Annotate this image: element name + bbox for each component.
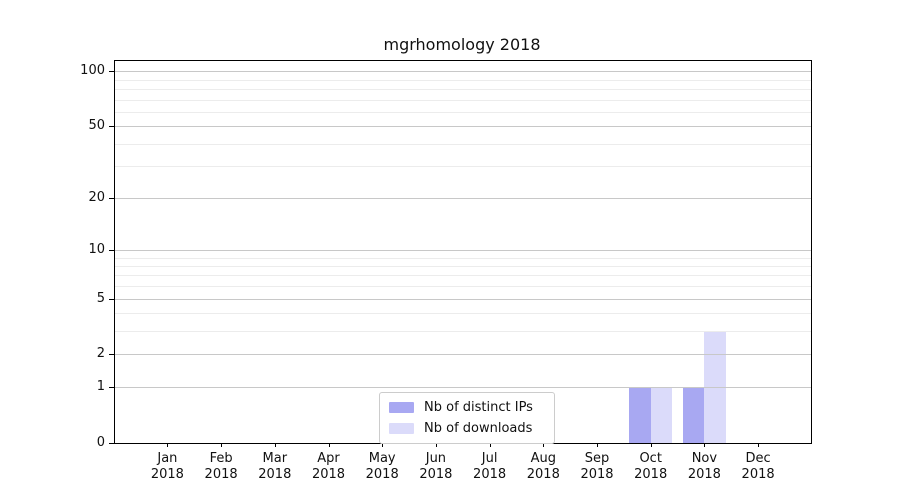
y-axis-tick-label: 50 <box>88 118 105 133</box>
minor-gridline <box>115 258 811 259</box>
major-gridline <box>115 198 811 199</box>
bar-distinct-ips-oct-2018 <box>629 387 651 443</box>
minor-gridline <box>115 89 811 90</box>
major-gridline <box>115 354 811 355</box>
legend-swatch-icon <box>389 423 414 434</box>
x-axis-tick <box>597 443 598 447</box>
major-gridline <box>115 126 811 127</box>
minor-gridline <box>115 166 811 167</box>
y-axis-tick <box>109 387 114 388</box>
x-axis-tick-label: Dec 2018 <box>741 451 775 482</box>
major-gridline <box>115 250 811 251</box>
legend-row-distinct-ips: Nb of distinct IPs <box>389 399 545 416</box>
minor-gridline <box>115 100 811 101</box>
minor-gridline <box>115 266 811 267</box>
x-axis-tick <box>543 443 545 447</box>
x-axis-tick-label: Nov 2018 <box>687 451 721 482</box>
legend-row-downloads: Nb of downloads <box>389 420 545 437</box>
x-axis-tick <box>221 443 223 447</box>
minor-gridline <box>115 286 811 287</box>
x-axis-tick-label: Feb 2018 <box>204 451 238 482</box>
plot-area: 0 1 2 5 10 20 50 100 Jan 2018 Feb 2018 Mar 2018 Apr… <box>80 60 812 482</box>
x-axis-tick-label: Jul 2018 <box>473 451 507 482</box>
x-axis-tick <box>758 443 760 447</box>
minor-gridline <box>115 275 811 276</box>
bar-downloads-oct-2018 <box>650 387 673 443</box>
y-axis-tick <box>109 126 114 127</box>
x-axis-tick <box>650 443 652 447</box>
y-axis-tick <box>109 71 114 72</box>
minor-gridline <box>115 112 811 113</box>
bar-distinct-ips-nov-2018 <box>682 387 705 443</box>
x-axis-tick <box>435 443 437 447</box>
x-axis-tick-label: Sep 2018 <box>580 451 614 482</box>
major-gridline <box>115 299 811 300</box>
chart-title: mgrhomology 2018 <box>383 35 541 54</box>
major-gridline <box>115 71 811 72</box>
minor-gridline <box>115 331 811 332</box>
y-axis-tick <box>109 198 114 199</box>
legend-label: Nb of distinct IPs <box>424 400 533 415</box>
legend-swatch-icon <box>389 402 414 413</box>
x-axis-tick <box>382 443 384 447</box>
x-axis-tick <box>274 443 276 447</box>
y-axis-tick-label: 10 <box>88 242 105 257</box>
x-axis-tick-label: Oct 2018 <box>634 451 668 482</box>
major-gridline <box>115 387 811 388</box>
x-axis-tick-label: Jan 2018 <box>150 451 184 482</box>
x-axis-tick-label: May 2018 <box>365 451 399 482</box>
y-axis-tick <box>109 299 114 300</box>
y-axis-tick <box>109 250 114 251</box>
x-axis-tick <box>704 443 706 447</box>
minor-gridline <box>115 313 811 314</box>
x-axis-tick-label: Aug 2018 <box>526 451 560 482</box>
y-axis-tick-label: 2 <box>96 346 105 361</box>
y-axis-tick <box>109 354 114 355</box>
x-axis-tick-label: Apr 2018 <box>311 451 346 482</box>
x-axis-tick-label: Jun 2018 <box>419 451 453 482</box>
y-axis-tick-label: 1 <box>96 379 105 394</box>
minor-gridline <box>115 144 811 145</box>
x-axis-tick <box>167 443 169 447</box>
x-axis-tick-label: Mar 2018 <box>258 451 292 482</box>
legend-label: Nb of downloads <box>424 421 533 436</box>
y-axis-tick-label: 0 <box>96 435 105 450</box>
legend-box: Nb of distinct IPs Nb of downloads <box>379 392 555 444</box>
y-axis-tick <box>109 443 114 444</box>
y-axis-tick-label: 5 <box>96 291 105 306</box>
x-axis-tick <box>328 443 330 447</box>
y-axis-tick-label: 100 <box>80 63 105 78</box>
x-axis-tick <box>489 443 491 447</box>
y-axis-tick-label: 20 <box>88 190 105 205</box>
minor-gridline <box>115 80 811 81</box>
